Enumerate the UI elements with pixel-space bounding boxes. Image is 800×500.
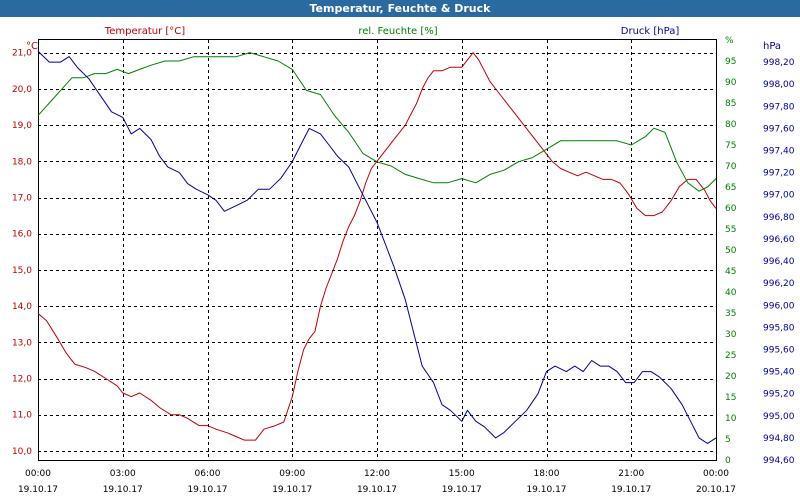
pressure-tick-label: 998,00 — [763, 80, 795, 90]
temperature-tick-label: 13,0 — [12, 338, 32, 348]
humidity-tick-label: % — [725, 36, 734, 46]
series-lines — [37, 50, 717, 444]
x-tick-time-label: 00:00 — [25, 469, 51, 479]
pressure-unit-label: hPa — [763, 41, 781, 52]
humidity-tick-label: 70 — [725, 162, 737, 172]
temperature-tick-label: 14,0 — [12, 302, 32, 312]
humidity-tick-label: 95 — [725, 57, 736, 67]
series-line-temperature — [37, 52, 717, 441]
temperature-tick-label: 18,0 — [12, 157, 32, 167]
pressure-tick-label: 997,40 — [763, 147, 795, 157]
x-tick-date-label: 20.10.17 — [696, 485, 736, 495]
pressure-axis-title: Druck [hPa] — [621, 26, 680, 37]
x-tick-time-label: 09:00 — [279, 469, 305, 479]
series-line-pressure — [37, 50, 717, 444]
series-line-humidity — [37, 52, 717, 192]
humidity-tick-label: 40 — [725, 288, 737, 298]
humidity-tick-label: 25 — [725, 351, 736, 361]
pressure-tick-label: 997,60 — [763, 124, 795, 134]
temperature-unit-label: °C — [26, 41, 38, 52]
temperature-tick-label: 15,0 — [12, 266, 32, 276]
pressure-tick-label: 997,80 — [763, 102, 795, 112]
pressure-tick-label: 995,20 — [763, 390, 795, 400]
humidity-tick-label: 60 — [725, 204, 737, 214]
x-tick-date-label: 19.10.17 — [18, 485, 58, 495]
humidity-tick-label: 75 — [725, 141, 736, 151]
chart-title: Temperatur, Feuchte & Druck — [0, 0, 800, 17]
x-tick-date-label: 19.10.17 — [526, 485, 566, 495]
pressure-tick-label: 995,60 — [763, 345, 795, 355]
humidity-tick-label: 85 — [725, 99, 736, 109]
pressure-tick-label: 996,40 — [763, 257, 795, 267]
pressure-tick-label: 996,00 — [763, 301, 795, 311]
pressure-tick-label: 996,80 — [763, 213, 795, 223]
temperature-axis-title: Temperatur [°C] — [104, 26, 185, 37]
grid — [38, 40, 717, 460]
temperature-tick-label: 20,0 — [12, 85, 32, 95]
x-tick-date-label: 19.10.17 — [442, 485, 482, 495]
humidity-tick-label: 80 — [725, 120, 737, 130]
plot-frame — [38, 39, 717, 461]
pressure-tick-label: 994,60 — [763, 456, 795, 466]
temperature-tick-label: 17,0 — [12, 194, 32, 204]
humidity-tick-label: 55 — [725, 225, 736, 235]
humidity-tick-label: 50 — [725, 246, 737, 256]
humidity-tick-label: 5 — [725, 435, 731, 445]
x-tick-time-label: 12:00 — [364, 469, 390, 479]
tick-labels: 10,0 11,0 12,0 13,0 14,0 15,0 16,0 17,0 18,0 19,0… — [12, 36, 795, 495]
humidity-tick-label: 30 — [725, 330, 737, 340]
humidity-tick-label: 20 — [725, 372, 737, 382]
temperature-tick-label: 16,0 — [12, 230, 32, 240]
pressure-tick-label: 994,80 — [763, 434, 795, 444]
x-tick-date-label: 19.10.17 — [272, 485, 312, 495]
humidity-tick-label: 65 — [725, 183, 736, 193]
axis-headers: Temperatur [°C] rel. Feuchte [%] Druck [hP… — [26, 26, 781, 52]
humidity-tick-label: 10 — [725, 414, 737, 424]
pressure-tick-label: 997,20 — [763, 169, 795, 179]
temperature-tick-label: 19,0 — [12, 121, 32, 131]
temperature-tick-label: 10,0 — [12, 447, 32, 457]
humidity-tick-label: 15 — [725, 393, 736, 403]
pressure-tick-label: 997,00 — [763, 191, 795, 201]
pressure-tick-label: 996,20 — [763, 279, 795, 289]
pressure-tick-label: 996,60 — [763, 235, 795, 245]
pressure-tick-label: 998,20 — [763, 58, 795, 68]
x-tick-time-label: 21:00 — [618, 469, 644, 479]
pressure-tick-label: 995,80 — [763, 323, 795, 333]
x-tick-time-label: 06:00 — [195, 469, 221, 479]
x-tick-date-label: 19.10.17 — [611, 485, 651, 495]
pressure-tick-label: 995,00 — [763, 412, 795, 422]
x-tick-time-label: 03:00 — [110, 469, 136, 479]
x-tick-time-label: 15:00 — [449, 469, 475, 479]
humidity-tick-label: 45 — [725, 267, 736, 277]
x-tick-time-label: 00:00 — [703, 469, 729, 479]
x-tick-date-label: 19.10.17 — [103, 485, 143, 495]
x-tick-date-label: 19.10.17 — [357, 485, 397, 495]
humidity-axis-title: rel. Feuchte [%] — [358, 26, 437, 37]
temperature-tick-label: 21,0 — [12, 49, 32, 59]
x-tick-date-label: 19.10.17 — [187, 485, 227, 495]
x-tick-time-label: 18:00 — [534, 469, 560, 479]
humidity-tick-label: 35 — [725, 309, 736, 319]
humidity-tick-label: 90 — [725, 78, 737, 88]
temperature-tick-label: 11,0 — [12, 411, 32, 421]
humidity-tick-label: 0 — [725, 456, 731, 466]
temperature-tick-label: 12,0 — [12, 375, 32, 385]
pressure-tick-label: 995,40 — [763, 368, 795, 378]
